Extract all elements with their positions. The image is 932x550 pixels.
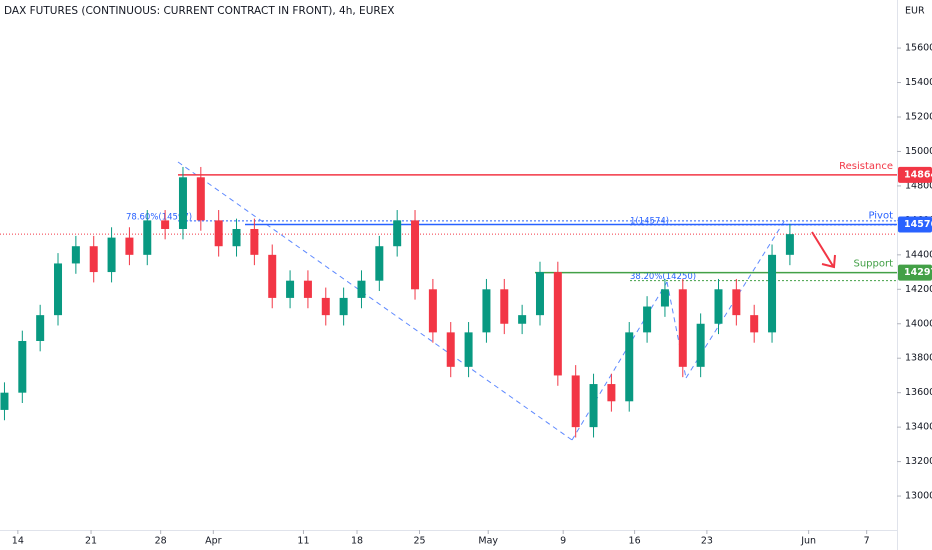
x-tick-label: Apr [205, 536, 222, 547]
x-tick-label: 16 [629, 536, 641, 547]
candle-body [125, 237, 134, 255]
level-name: Pivot [868, 211, 893, 222]
candle-body [18, 340, 27, 393]
candle-body [339, 297, 348, 316]
x-tick-label: 9 [560, 536, 566, 547]
candle-body [54, 263, 63, 316]
price-box [898, 264, 932, 281]
candle-body [750, 315, 759, 333]
candle-body [428, 289, 437, 333]
candle-body [321, 297, 330, 316]
candle-body [678, 289, 687, 367]
y-tick-label: 15400 [905, 77, 932, 88]
y-tick-label: 14000 [905, 318, 932, 329]
price-box [898, 166, 932, 183]
y-tick-label: 13800 [905, 353, 932, 364]
y-tick-label: 13000 [905, 491, 932, 502]
candle-body [196, 177, 205, 221]
candle-body [643, 306, 652, 333]
fib-label: 1(14574) [630, 216, 669, 226]
y-tick-label: 15200 [905, 111, 932, 122]
candle-body [607, 384, 616, 402]
price-box-label: 14297 [904, 267, 932, 278]
candle-body [250, 228, 259, 255]
x-tick-label: May [478, 536, 498, 547]
candle-body [214, 220, 223, 247]
candle-body [660, 289, 669, 307]
candle-body [571, 375, 580, 428]
candle-body [71, 246, 80, 264]
arrow [811, 231, 836, 269]
candle-body [268, 254, 277, 298]
candle-body [482, 289, 491, 333]
candle-body [0, 392, 9, 410]
candle-body [696, 323, 705, 367]
y-tick-label: 14800 [905, 180, 932, 191]
x-tick-label: 23 [701, 536, 713, 547]
candle-body [357, 280, 366, 298]
y-tick-label: 13200 [905, 456, 932, 467]
x-tick-label: 14 [12, 536, 24, 547]
chart-title: DAX FUTURES (CONTINUOUS: CURRENT CONTRAC… [4, 5, 395, 17]
candle-body [714, 289, 723, 324]
y-tick-label: 14200 [905, 284, 932, 295]
price-box-label: 14576 [904, 219, 932, 230]
candle-body [232, 228, 241, 247]
currency-label: EUR [905, 6, 925, 17]
candle-body [178, 177, 187, 229]
x-tick-label: 21 [85, 536, 97, 547]
candle-body [464, 332, 473, 367]
candle-body [785, 234, 794, 255]
candle-body [286, 280, 295, 298]
candle-body [768, 254, 777, 333]
y-tick-label: 13400 [905, 422, 932, 433]
candle-body [732, 289, 741, 316]
x-tick-label: 11 [297, 536, 309, 547]
candle-body [535, 272, 544, 316]
price-box [898, 216, 932, 233]
candle-body [36, 315, 45, 341]
x-tick-label: Jun [800, 536, 816, 547]
candle-body [553, 272, 562, 376]
y-tick-label: 13600 [905, 387, 932, 398]
candle-body [500, 289, 509, 324]
candle-body [161, 220, 170, 229]
candle-body [375, 246, 384, 281]
candle-body [89, 246, 98, 273]
candle-body [143, 220, 152, 255]
candle-body [303, 280, 312, 298]
level-name: Resistance [839, 161, 893, 172]
y-tick-label: 14400 [905, 249, 932, 260]
candle-body [625, 332, 634, 402]
y-tick-label: 15600 [905, 43, 932, 54]
fib-label: 78.60%(14597) [126, 212, 192, 222]
x-tick-label: 18 [351, 536, 363, 547]
y-tick-label: 15000 [905, 146, 932, 157]
fib-label: 38.20%(14250) [630, 272, 696, 282]
candle-body [589, 384, 598, 428]
fib-trend-line [571, 281, 668, 441]
x-tick-label: 25 [413, 536, 425, 547]
candle-body [411, 220, 420, 290]
level-name: Support [853, 259, 893, 270]
x-tick-label: 7 [864, 536, 870, 547]
candle-body [446, 332, 455, 367]
candle-body [518, 315, 527, 324]
x-tick-label: 28 [155, 536, 167, 547]
price-box-label: 14864 [904, 169, 932, 180]
candle-body [107, 237, 116, 273]
candle-body [393, 220, 402, 247]
